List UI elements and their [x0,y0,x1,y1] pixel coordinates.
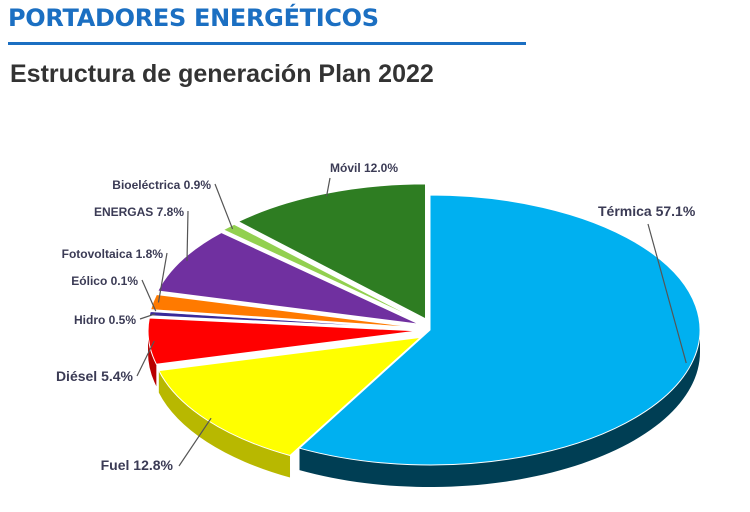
pie-slice-eolico [149,309,419,329]
pie-labels: Térmica 57.1% Fuel 12.8% Diésel 5.4% Hidro … [56,161,696,473]
leader-line-fuel [178,417,212,467]
page-title: PORTADORES ENERGÉTICOS [8,4,379,32]
pie-slice-diesel [147,317,419,365]
leader-line-bioelectrica [214,183,234,230]
pie-side-termica [299,330,700,487]
leader-line-diesel [136,340,155,377]
pie-slice-fuel [158,336,423,457]
data-label-energas: ENERGAS 7.8% [94,205,184,219]
leader-line-eolico [141,279,157,312]
data-label-termica: Térmica 57.1% [598,203,696,219]
leader-line-fotovoltaica [157,252,168,303]
chart-title: Estructura de generación Plan 2022 [10,60,434,88]
pie-slice-bioelectrica [222,223,422,323]
data-label-hidro: Hidro 0.5% [74,313,136,327]
leader-line-energas [186,210,189,262]
data-label-fuel: Fuel 12.8% [101,457,174,473]
pie-side-diesel [148,330,157,387]
pie-slice-fotovoltaica [150,293,419,329]
data-label-movil: Móvil 12.0% [330,161,398,175]
leader-line-termica [647,223,687,364]
pie-sides [148,330,700,487]
leader-line-hidro [139,313,156,320]
title-underline [8,42,526,45]
data-label-bioelectrica: Bioeléctrica 0.9% [112,178,211,192]
data-label-diesel: Diésel 5.4% [56,368,134,384]
pie-tops [147,183,701,466]
data-label-eolico: Eólico 0.1% [71,274,138,288]
pie-slice-energas [157,231,420,325]
pie-side-fuel [158,370,291,478]
pie-slice-termica [298,194,701,466]
data-label-fotovoltaica: Fotovoltaica 1.8% [62,247,164,261]
leader-line-movil [326,177,331,197]
pie-slice-movil [237,183,427,320]
